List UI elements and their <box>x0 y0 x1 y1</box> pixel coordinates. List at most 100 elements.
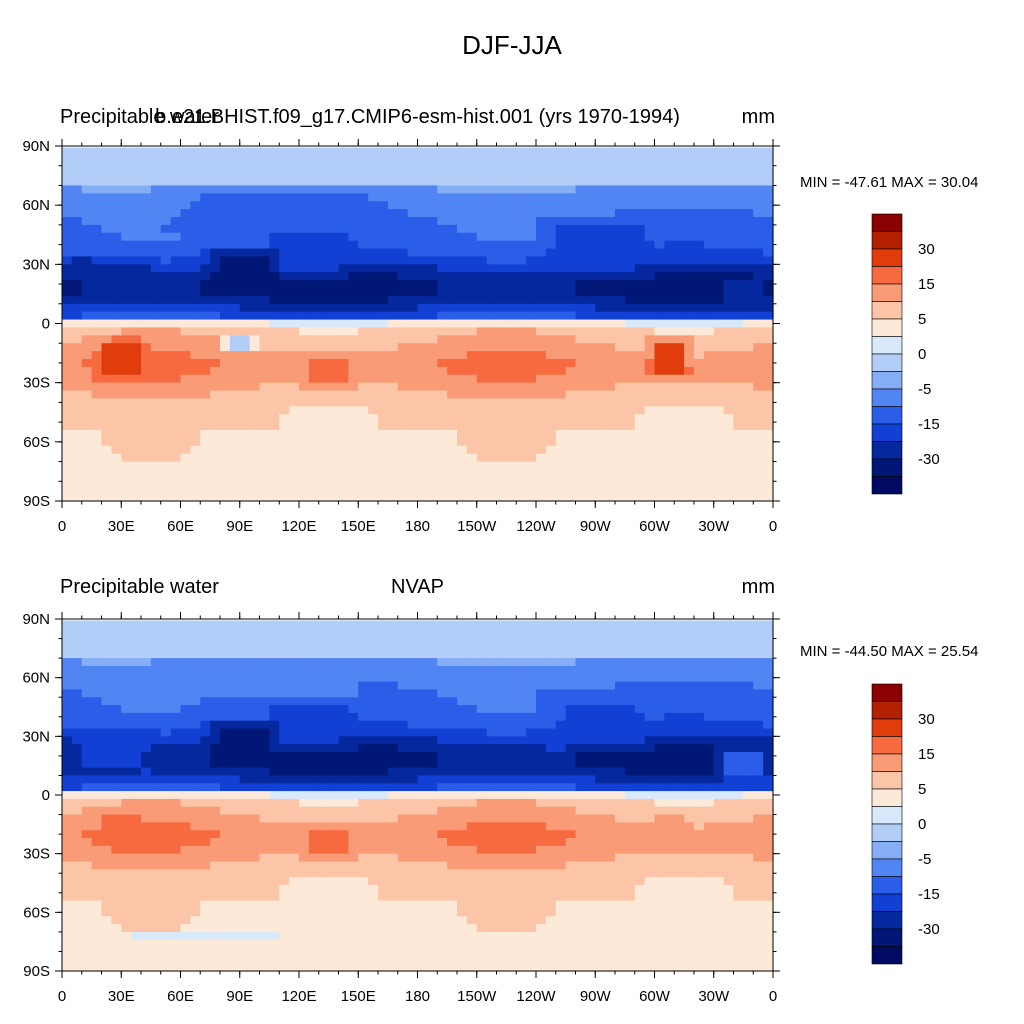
field-cell <box>644 705 656 714</box>
field-cell <box>328 658 340 667</box>
field-cell <box>101 319 112 329</box>
field-cell <box>575 406 586 415</box>
field-cell <box>585 311 596 321</box>
field-cell <box>180 382 191 392</box>
field-cell <box>71 422 83 431</box>
field-cell <box>318 319 330 329</box>
field-cell <box>62 728 73 737</box>
field-cell <box>190 335 201 344</box>
field-cell <box>565 445 577 455</box>
field-cell <box>131 161 142 171</box>
field-cell <box>644 406 656 415</box>
field-cell <box>121 712 132 722</box>
y-tick-label: 0 <box>42 316 50 333</box>
field-cell <box>210 619 221 628</box>
field-cell <box>220 493 231 502</box>
field-cell <box>91 169 103 179</box>
field-cell <box>190 728 201 737</box>
field-cell <box>664 374 675 384</box>
field-cell <box>545 469 557 478</box>
field-cell <box>210 319 221 329</box>
field-cell <box>457 775 468 784</box>
field-cell <box>397 280 409 289</box>
field-cell <box>239 681 251 690</box>
field-cell <box>101 295 112 305</box>
field-cell <box>328 430 340 439</box>
field-cell <box>555 217 567 226</box>
field-cell <box>210 351 221 360</box>
field-cell <box>555 366 567 376</box>
field-cell <box>308 185 320 194</box>
field-cell <box>545 201 557 210</box>
field-cell <box>486 697 498 706</box>
field-cell <box>170 705 182 714</box>
field-cell <box>131 767 142 777</box>
field-cell <box>634 224 646 234</box>
field-cell <box>615 477 626 486</box>
field-cell <box>437 705 448 714</box>
field-cell <box>368 264 379 273</box>
field-cell <box>536 736 547 745</box>
field-cell <box>516 272 527 281</box>
field-cell <box>190 264 201 273</box>
field-cell <box>634 256 646 265</box>
field-cell <box>239 264 251 273</box>
field-cell <box>160 280 172 289</box>
field-cell <box>615 359 626 368</box>
field-cell <box>417 634 428 644</box>
field-cell <box>338 288 349 297</box>
field-cell <box>634 351 646 360</box>
field-cell <box>723 248 735 258</box>
field-cell <box>713 288 725 297</box>
field-cell <box>289 430 300 439</box>
field-cell <box>536 327 547 336</box>
field-cell <box>239 366 251 376</box>
field-cell <box>703 767 715 777</box>
field-cell <box>239 689 251 698</box>
field-cell <box>565 201 577 210</box>
field-cell <box>150 272 162 281</box>
field-cell <box>180 359 191 368</box>
field-cell <box>308 751 320 761</box>
field-cell <box>150 201 162 210</box>
field-cell <box>417 327 428 336</box>
field-cell <box>743 720 754 730</box>
field-cell <box>318 697 330 706</box>
field-cell <box>368 493 379 502</box>
field-cell <box>220 193 231 202</box>
field-cell <box>91 146 103 155</box>
field-cell <box>160 437 172 447</box>
field-cell <box>170 658 182 667</box>
field-cell <box>190 744 201 753</box>
field-cell <box>397 390 409 400</box>
field-cell <box>674 311 685 321</box>
field-cell <box>229 288 241 297</box>
field-cell <box>684 248 695 258</box>
field-cell <box>338 751 349 761</box>
field-cell <box>407 169 419 179</box>
field-cell <box>308 374 320 384</box>
field-cell <box>279 445 290 455</box>
field-cell <box>81 153 93 163</box>
field-cell <box>229 493 241 502</box>
field-cell <box>526 366 537 376</box>
field-cell <box>81 453 93 463</box>
field-cell <box>180 288 191 297</box>
field-cell <box>160 712 172 722</box>
field-cell <box>269 673 280 683</box>
field-cell <box>555 453 567 463</box>
field-cell <box>150 681 162 690</box>
field-cell <box>496 477 507 486</box>
field-cell <box>457 209 468 218</box>
field-cell <box>378 248 389 258</box>
field-cell <box>585 469 596 478</box>
field-cell <box>338 398 349 407</box>
field-cell <box>466 744 478 753</box>
field-cell <box>506 634 517 644</box>
field-cell <box>160 759 172 769</box>
field-cell <box>269 248 280 258</box>
field-cell <box>239 642 251 651</box>
field-cell <box>575 351 586 360</box>
field-cell <box>437 720 448 730</box>
field-cell <box>516 185 527 194</box>
